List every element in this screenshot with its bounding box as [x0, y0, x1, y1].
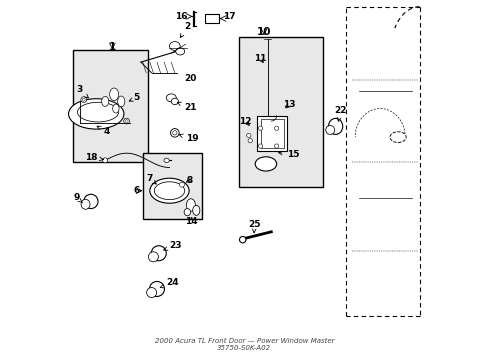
- Ellipse shape: [192, 205, 200, 215]
- Text: 25: 25: [247, 220, 260, 233]
- Bar: [142, 153, 201, 219]
- Ellipse shape: [102, 96, 108, 107]
- Ellipse shape: [81, 199, 90, 209]
- Ellipse shape: [255, 157, 276, 171]
- Text: 14: 14: [184, 217, 197, 226]
- Ellipse shape: [149, 178, 189, 203]
- Ellipse shape: [77, 102, 118, 122]
- Ellipse shape: [118, 96, 124, 107]
- Bar: [205, 14, 219, 23]
- Ellipse shape: [109, 88, 118, 100]
- Ellipse shape: [175, 48, 184, 55]
- Text: 16: 16: [175, 12, 187, 21]
- Text: 13: 13: [283, 100, 295, 109]
- Circle shape: [246, 133, 250, 138]
- Circle shape: [258, 144, 262, 148]
- Text: 15: 15: [278, 150, 299, 159]
- Text: 2: 2: [180, 22, 190, 37]
- Text: 24: 24: [160, 278, 178, 288]
- Text: 17: 17: [223, 12, 235, 21]
- Text: 9: 9: [73, 193, 82, 203]
- Text: 5: 5: [129, 93, 140, 102]
- Text: 12: 12: [239, 117, 251, 126]
- Text: 3: 3: [76, 85, 88, 98]
- Text: 6: 6: [134, 186, 140, 195]
- Bar: [260, 119, 283, 148]
- Circle shape: [258, 126, 262, 130]
- Circle shape: [81, 97, 86, 103]
- Circle shape: [102, 158, 107, 163]
- Ellipse shape: [83, 194, 98, 208]
- Ellipse shape: [169, 41, 180, 50]
- Circle shape: [123, 118, 129, 124]
- Text: 8: 8: [185, 176, 192, 185]
- Text: 11: 11: [254, 54, 266, 63]
- Ellipse shape: [151, 246, 166, 261]
- Circle shape: [170, 129, 179, 137]
- Ellipse shape: [146, 288, 156, 297]
- Text: 10: 10: [256, 27, 271, 37]
- Bar: [239, 37, 323, 187]
- Text: 20: 20: [183, 75, 196, 84]
- Text: 1: 1: [108, 42, 116, 52]
- Circle shape: [247, 139, 252, 143]
- Ellipse shape: [186, 199, 195, 211]
- Text: 18: 18: [85, 153, 103, 162]
- Text: 23: 23: [163, 240, 182, 250]
- Text: 7: 7: [146, 175, 156, 184]
- Ellipse shape: [328, 118, 342, 134]
- Circle shape: [179, 182, 184, 187]
- Text: 4: 4: [97, 126, 110, 136]
- Ellipse shape: [239, 237, 245, 243]
- Ellipse shape: [154, 182, 184, 200]
- Bar: [73, 50, 148, 162]
- Ellipse shape: [389, 132, 406, 143]
- Ellipse shape: [149, 282, 164, 296]
- Bar: [257, 116, 287, 152]
- Text: 21: 21: [177, 102, 196, 112]
- Ellipse shape: [184, 208, 190, 216]
- Ellipse shape: [171, 98, 178, 105]
- Circle shape: [274, 144, 278, 148]
- Ellipse shape: [325, 126, 334, 134]
- Ellipse shape: [68, 99, 123, 129]
- Text: 22: 22: [334, 106, 346, 121]
- Ellipse shape: [166, 94, 176, 102]
- Circle shape: [274, 126, 278, 130]
- Ellipse shape: [112, 104, 119, 113]
- Ellipse shape: [163, 158, 169, 162]
- Ellipse shape: [148, 252, 158, 262]
- Text: 19: 19: [179, 134, 198, 143]
- Text: 2000 Acura TL Front Door — Power Window Master
35750-S0K-A02: 2000 Acura TL Front Door — Power Window …: [154, 338, 334, 351]
